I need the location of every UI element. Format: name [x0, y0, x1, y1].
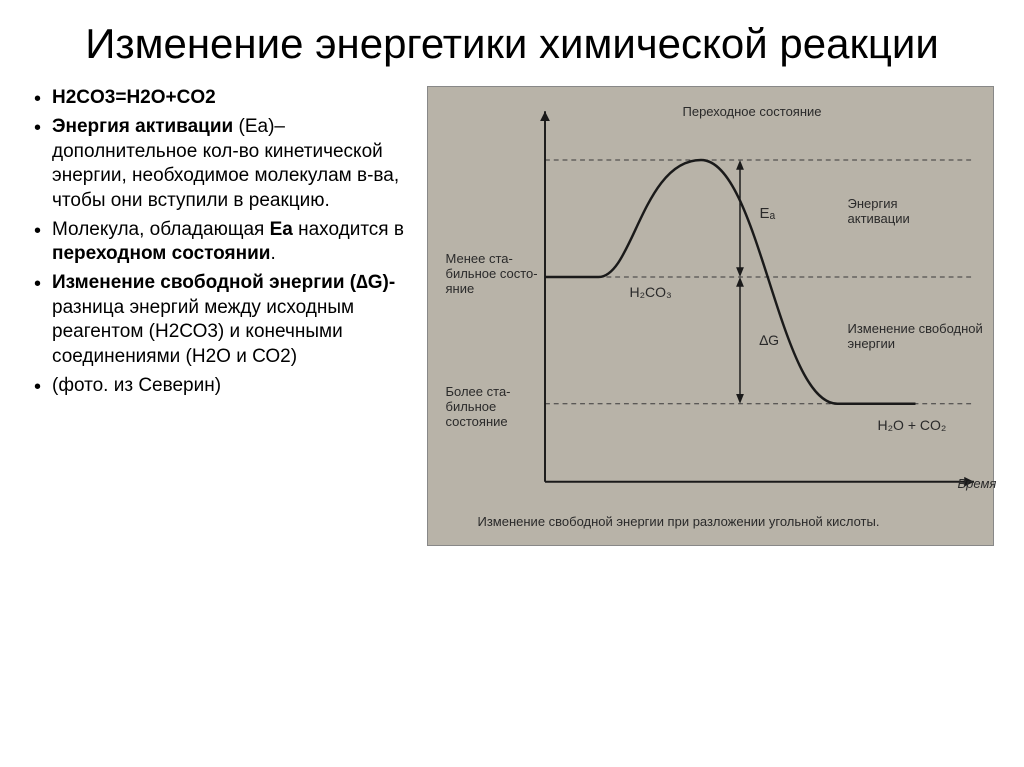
activation-energy-term: Энергия активации [52, 116, 233, 137]
bullet-equation: H2CO3=H2O+CO2 [30, 86, 417, 111]
label-change-free: Изменение свободнойэнергии [848, 322, 983, 352]
text: находится в [293, 219, 404, 240]
label-more-stable: Более ста-бильноесостояние [446, 385, 511, 430]
bullet-list-column: H2CO3=H2O+CO2 Энергия активации (Еа)– до… [30, 86, 417, 546]
page-title: Изменение энергетики химической реакции [30, 20, 994, 68]
ea-text: Еа [270, 219, 293, 240]
label-products: H₂O + CO₂ [878, 417, 947, 433]
dg-arrow-down [736, 394, 744, 404]
label-less-stable: Менее ста-бильное состо-яние [446, 252, 538, 297]
text: Молекула, обладающая [52, 219, 270, 240]
label-dg: ∆G [760, 332, 779, 348]
label-transition: Переходное состояние [683, 105, 822, 120]
diagram-svg [428, 87, 994, 545]
bullet-activation-energy: Энергия активации (Еа)– дополнительное к… [30, 115, 417, 214]
content-area: H2CO3=H2O+CO2 Энергия активации (Еа)– до… [30, 86, 994, 546]
ea-arrow-down [736, 268, 744, 278]
bullet-source: (фото. из Северин) [30, 374, 417, 399]
ea-arrow-up [736, 160, 744, 170]
free-energy-term: Изменение свободной энергии (∆G)- [52, 272, 395, 293]
y-axis-arrow [540, 112, 550, 122]
label-ea: Eₐ [760, 205, 776, 222]
label-energy-activation: Энергияактивации [848, 197, 910, 227]
diagram-caption: Изменение свободной энергии при разложен… [478, 515, 880, 530]
bullet-transition-state: Молекула, обладающая Еа находится в пере… [30, 218, 417, 267]
dg-arrow-up [736, 277, 744, 287]
free-energy-def: разница энергий между исходным реагентом… [52, 297, 354, 367]
transition-state-term: переходном состоянии [52, 243, 270, 264]
bullet-free-energy: Изменение свободной энергии (∆G)- разница… [30, 271, 417, 370]
diagram-column: Переходное состояние Энергияактивации Eₐ… [427, 86, 995, 546]
text: . [270, 243, 275, 264]
energy-diagram: Переходное состояние Энергияактивации Eₐ… [427, 86, 995, 546]
equation-text: H2CO3=H2O+CO2 [52, 87, 216, 108]
label-time: Время [958, 477, 997, 492]
label-h2co3: H₂CO₃ [630, 284, 672, 300]
source-text: (фото. из Северин) [52, 375, 221, 396]
